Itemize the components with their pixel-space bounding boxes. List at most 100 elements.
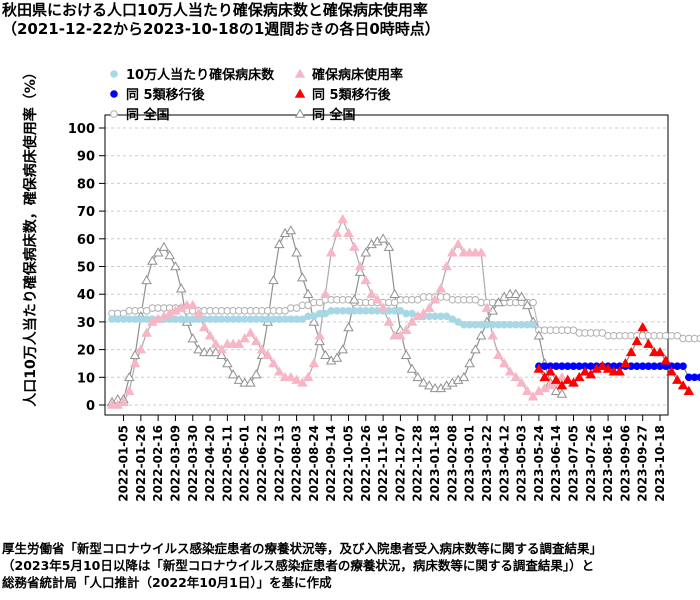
x-tick-label: 2022-12-28 bbox=[411, 425, 425, 502]
point-usage bbox=[268, 358, 279, 368]
point-usage bbox=[487, 330, 498, 340]
x-tick-label: 2023-01-18 bbox=[428, 425, 442, 502]
point-usage bbox=[360, 274, 372, 285]
point-usage-national bbox=[337, 344, 348, 354]
x-tick-label: 2023-09-06 bbox=[618, 425, 632, 502]
y-tick-label: 70 bbox=[77, 205, 95, 220]
point-usage-national bbox=[193, 344, 204, 354]
point-usage-post bbox=[620, 358, 631, 368]
point-usage-national bbox=[412, 371, 423, 382]
point-usage-national bbox=[377, 233, 389, 243]
x-tick-label: 2023-02-08 bbox=[445, 425, 459, 502]
plot-frame bbox=[104, 114, 669, 416]
y-tick-label: 80 bbox=[77, 177, 95, 192]
point-usage-national bbox=[349, 294, 360, 304]
point-usage-national bbox=[331, 352, 343, 362]
x-tick-label: 2022-10-26 bbox=[359, 425, 373, 502]
point-usage-national bbox=[470, 344, 481, 354]
point-usage-national bbox=[291, 247, 302, 257]
legend-marker bbox=[110, 70, 118, 78]
legend-label: 同 全国 bbox=[126, 107, 170, 123]
axis-layer: 0 10 20 30 40 50 60 70 80 90 100 2022-01-05 2022-01-… bbox=[68, 114, 669, 502]
point-usage bbox=[366, 288, 377, 298]
point-usage-post bbox=[672, 374, 683, 384]
x-tick-label: 2022-01-05 bbox=[117, 425, 131, 502]
legend-marker bbox=[294, 68, 306, 78]
point-beds-national bbox=[696, 334, 700, 343]
point-usage-national bbox=[493, 297, 504, 307]
point-beds-national bbox=[529, 298, 537, 307]
point-usage-national bbox=[164, 250, 175, 260]
legend-label: 同 5類移行後 bbox=[312, 87, 392, 103]
point-usage bbox=[331, 227, 343, 238]
y-tick-label: 10 bbox=[77, 371, 95, 386]
x-tick-label: 2022-09-14 bbox=[324, 425, 338, 502]
x-tick-label: 2023-05-03 bbox=[515, 425, 529, 502]
x-tick-label: 2022-04-20 bbox=[203, 425, 217, 502]
point-usage-post bbox=[556, 380, 568, 390]
point-usage bbox=[527, 391, 539, 401]
point-usage bbox=[475, 247, 487, 257]
legend-label: 10万人当たり確保病床数 bbox=[126, 67, 275, 83]
point-usage bbox=[452, 238, 464, 249]
point-usage bbox=[320, 288, 331, 298]
point-usage bbox=[406, 316, 418, 326]
point-usage bbox=[256, 344, 268, 354]
point-usage bbox=[245, 327, 256, 337]
point-usage bbox=[395, 330, 406, 340]
point-usage-national bbox=[141, 274, 152, 285]
point-usage bbox=[187, 299, 199, 310]
x-tick-label: 2022-01-26 bbox=[134, 425, 148, 502]
point-usage-national bbox=[245, 377, 256, 387]
point-usage-national bbox=[170, 261, 181, 271]
point-usage-post bbox=[545, 366, 556, 376]
point-usage bbox=[372, 294, 383, 304]
point-usage-national bbox=[216, 349, 227, 359]
point-beds-post bbox=[696, 373, 700, 382]
point-usage-national bbox=[354, 266, 366, 276]
y-tick-label: 30 bbox=[77, 316, 95, 331]
point-usage-post bbox=[614, 366, 625, 376]
point-usage bbox=[447, 247, 458, 257]
x-tick-label: 2023-06-14 bbox=[549, 425, 563, 502]
point-usage-national bbox=[285, 225, 297, 235]
chart-canvas: 0 10 20 30 40 50 60 70 80 90 100 2022-01-05 2022-01-… bbox=[22, 65, 700, 502]
point-usage-national bbox=[550, 385, 562, 395]
point-usage bbox=[498, 358, 510, 368]
point-usage bbox=[297, 377, 308, 387]
x-tick-label: 2023-04-12 bbox=[497, 425, 511, 502]
point-usage-national bbox=[510, 288, 522, 298]
point-usage bbox=[239, 333, 250, 343]
point-usage-national bbox=[400, 349, 412, 359]
point-usage-national bbox=[383, 241, 395, 251]
point-usage-national bbox=[522, 299, 533, 310]
point-usage bbox=[377, 302, 389, 312]
point-usage bbox=[349, 241, 360, 251]
x-tick-label: 2023-08-16 bbox=[601, 425, 615, 502]
point-usage bbox=[124, 385, 135, 395]
x-tick-label: 2022-03-09 bbox=[168, 425, 182, 502]
point-usage bbox=[141, 327, 152, 337]
point-usage-national bbox=[124, 371, 135, 382]
point-usage bbox=[418, 308, 429, 318]
y-tick-label: 100 bbox=[68, 122, 95, 137]
point-usage-national bbox=[516, 291, 527, 301]
point-beds-post bbox=[679, 362, 687, 371]
point-usage-national bbox=[152, 247, 164, 257]
point-usage-post bbox=[683, 385, 695, 395]
source-caption: 厚生労働省「新型コロナウイルス感染症患者の療養状況等，及び入院患者受入病床数等に… bbox=[2, 540, 602, 591]
x-tick-label: 2023-09-27 bbox=[636, 425, 650, 502]
point-beds bbox=[529, 320, 537, 329]
point-usage-national bbox=[343, 322, 354, 332]
point-usage-national bbox=[227, 369, 239, 379]
x-tick-label: 2022-08-03 bbox=[290, 425, 304, 502]
point-usage-post bbox=[660, 355, 672, 365]
point-usage-national bbox=[302, 288, 314, 298]
grid-layer bbox=[105, 127, 668, 406]
legend-label: 確保病床使用率 bbox=[312, 67, 403, 83]
x-tick-label: 2022-05-11 bbox=[220, 425, 234, 502]
point-usage bbox=[424, 302, 435, 312]
legend-label: 同 5類移行後 bbox=[126, 87, 206, 103]
point-usage-national bbox=[556, 388, 568, 398]
point-usage bbox=[435, 283, 447, 293]
